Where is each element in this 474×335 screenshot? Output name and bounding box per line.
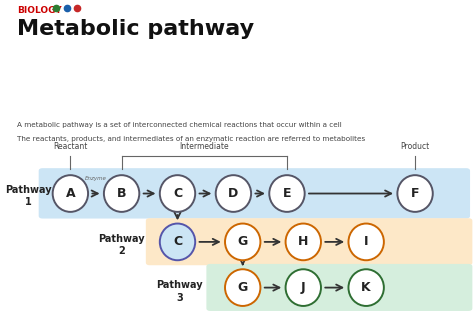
Text: I: I — [364, 236, 368, 248]
Ellipse shape — [225, 269, 260, 306]
Ellipse shape — [348, 269, 384, 306]
Text: Pathway
2: Pathway 2 — [98, 234, 145, 256]
Text: K: K — [361, 281, 371, 294]
Text: F: F — [411, 187, 419, 200]
FancyBboxPatch shape — [39, 168, 470, 218]
FancyBboxPatch shape — [206, 264, 473, 311]
Text: E: E — [283, 187, 291, 200]
Text: Metabolic pathway: Metabolic pathway — [17, 19, 254, 39]
Text: Intermediate: Intermediate — [180, 142, 229, 151]
Ellipse shape — [53, 175, 88, 212]
Text: C: C — [173, 187, 182, 200]
Text: J: J — [301, 281, 306, 294]
Text: BIOLOGY: BIOLOGY — [17, 6, 62, 15]
Text: H: H — [298, 236, 309, 248]
Text: Pathway
1: Pathway 1 — [5, 185, 52, 207]
Ellipse shape — [348, 223, 384, 260]
Ellipse shape — [104, 175, 139, 212]
Text: Product: Product — [401, 142, 430, 151]
Text: C: C — [173, 236, 182, 248]
Ellipse shape — [225, 223, 260, 260]
FancyBboxPatch shape — [146, 218, 473, 265]
Text: Enzyme: Enzyme — [85, 176, 107, 181]
Text: B: B — [117, 187, 127, 200]
Text: A metabolic pathway is a set of interconnected chemical reactions that occur wit: A metabolic pathway is a set of intercon… — [17, 123, 342, 128]
Text: A: A — [65, 187, 75, 200]
Text: G: G — [237, 281, 248, 294]
Ellipse shape — [160, 223, 195, 260]
Text: Pathway
3: Pathway 3 — [156, 280, 203, 303]
Ellipse shape — [285, 269, 321, 306]
Ellipse shape — [216, 175, 251, 212]
Text: The reactants, products, and intermediates of an enzymatic reaction are referred: The reactants, products, and intermediat… — [17, 136, 365, 142]
Text: Reactant: Reactant — [53, 142, 88, 151]
Ellipse shape — [285, 223, 321, 260]
Ellipse shape — [269, 175, 305, 212]
Text: G: G — [237, 236, 248, 248]
Ellipse shape — [160, 175, 195, 212]
Text: D: D — [228, 187, 238, 200]
Ellipse shape — [397, 175, 433, 212]
